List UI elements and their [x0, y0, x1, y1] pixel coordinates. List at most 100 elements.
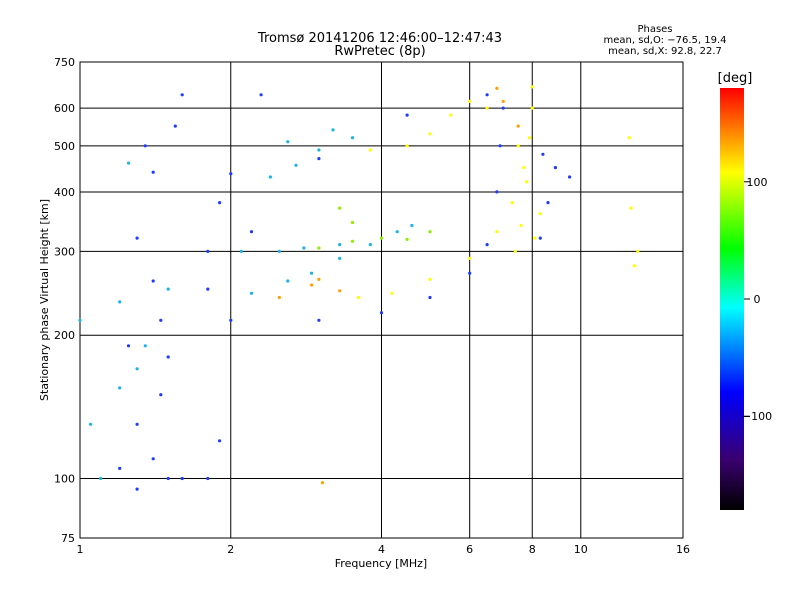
y-tick-label: 75 [61, 532, 75, 545]
data-point [206, 287, 210, 291]
data-point [368, 243, 372, 247]
data-point [538, 212, 542, 216]
data-point [173, 124, 177, 128]
data-point [627, 136, 631, 140]
data-point [135, 487, 139, 491]
data-point [538, 236, 542, 240]
data-point [513, 249, 517, 253]
colorbar-label: [deg] [718, 71, 753, 86]
data-point [495, 230, 499, 234]
data-point [468, 256, 472, 260]
data-point [151, 170, 155, 174]
colorbar-ticks: 100 0 −100 [742, 176, 772, 423]
colorbar [720, 88, 744, 510]
data-point [498, 144, 502, 148]
data-point [568, 175, 572, 179]
data-point [350, 136, 355, 140]
data-point [302, 246, 306, 250]
data-point [338, 206, 342, 210]
data-point [530, 106, 534, 110]
data-point [519, 223, 523, 228]
data-point [516, 124, 520, 128]
x-axis-label: Frequency [MHz] [335, 557, 427, 570]
data-point [89, 422, 93, 426]
y-tick-label: 200 [54, 329, 75, 342]
data-point [159, 318, 163, 322]
data-point [338, 289, 342, 293]
data-point [135, 422, 139, 426]
data-point [126, 161, 131, 165]
data-point [449, 113, 453, 117]
data-point [510, 201, 514, 205]
data-point [501, 99, 505, 103]
data-point [180, 93, 184, 97]
data-point [390, 291, 394, 295]
data-point [485, 93, 489, 97]
data-point [126, 344, 131, 348]
x-tick-label: 8 [529, 543, 536, 556]
data-point [277, 295, 281, 300]
data-point [320, 481, 325, 485]
y-tick-label: 600 [54, 102, 75, 115]
data-point [501, 106, 505, 110]
data-point [135, 367, 139, 371]
data-point [229, 172, 233, 176]
data-point [350, 239, 355, 243]
chart-subtitle: RwPretec (8p) [334, 44, 425, 59]
data-point [268, 175, 272, 179]
data-point [338, 256, 342, 260]
data-point [525, 180, 529, 184]
data-point [428, 295, 432, 300]
stats-line-x: mean, sd,X: 92.8, 22.7 [608, 46, 722, 57]
data-point [530, 85, 534, 89]
colorbar-tick-label: 100 [747, 176, 768, 189]
data-point [495, 86, 499, 90]
data-point [249, 291, 254, 295]
data-point [286, 140, 290, 144]
data-point [218, 201, 222, 205]
data-point [368, 148, 372, 152]
data-point [405, 113, 409, 117]
data-point [135, 236, 139, 240]
data-point [166, 287, 170, 291]
data-point [468, 99, 472, 103]
data-point [350, 220, 355, 225]
data-point [166, 476, 170, 481]
data-point [310, 283, 314, 287]
data-point [317, 148, 321, 152]
colorbar-tick-label: −100 [742, 410, 772, 423]
data-point [229, 318, 233, 322]
data-point [166, 355, 170, 359]
data-point [405, 237, 409, 241]
data-point [379, 236, 384, 240]
stats-heading: Phases [637, 24, 672, 35]
data-point [468, 271, 472, 275]
data-point [632, 264, 637, 268]
y-tick-label: 300 [54, 245, 75, 258]
x-tick-label: 2 [227, 543, 234, 556]
data-point [143, 344, 147, 348]
x-tick-label: 6 [466, 543, 473, 556]
data-point [629, 206, 633, 210]
x-tick-label: 4 [378, 543, 385, 556]
data-point [331, 128, 335, 132]
data-point [259, 93, 263, 97]
data-point [99, 476, 103, 481]
x-tick-label: 16 [676, 543, 690, 556]
y-tick-label: 500 [54, 140, 75, 153]
data-points [78, 85, 640, 491]
data-point [546, 201, 550, 205]
data-point [206, 476, 210, 481]
data-point [410, 223, 414, 228]
data-point [636, 249, 640, 253]
data-point [495, 190, 499, 194]
data-point [151, 279, 155, 283]
data-point [485, 243, 489, 247]
data-point [218, 439, 222, 443]
data-point [428, 230, 432, 234]
data-point [405, 144, 409, 148]
data-point [428, 132, 432, 136]
y-tick-label: 400 [54, 186, 75, 199]
data-point [118, 466, 122, 470]
